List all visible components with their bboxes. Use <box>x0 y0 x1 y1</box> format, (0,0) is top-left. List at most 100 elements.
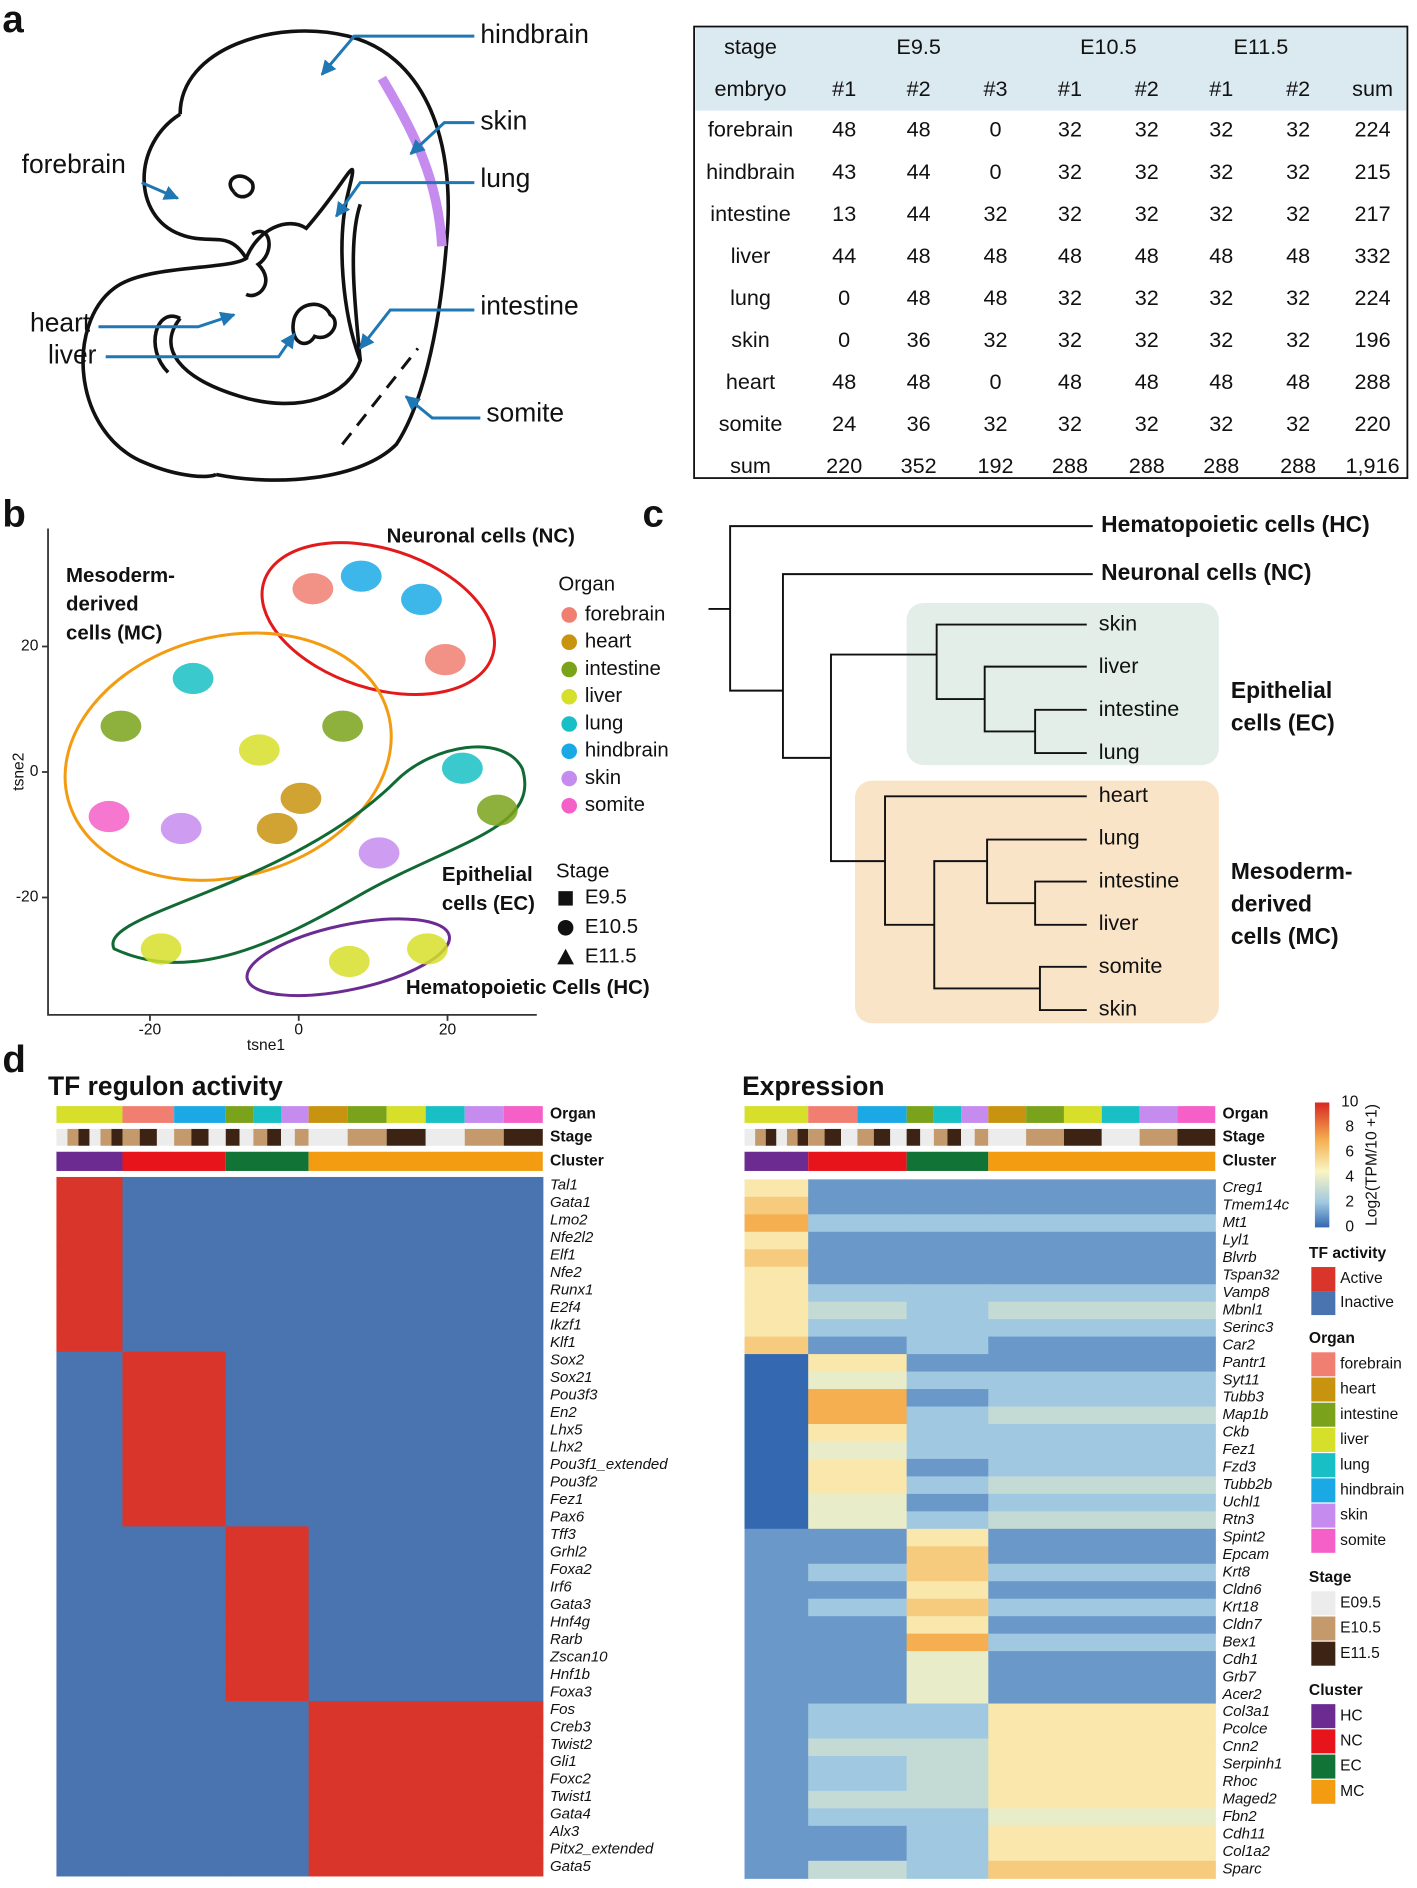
table-header: E10.5 <box>1080 34 1136 59</box>
tree-branch <box>983 665 1087 733</box>
cluster-blob <box>441 752 483 784</box>
heatmap-cell <box>56 1229 124 1248</box>
gene-label: Hnf1b <box>550 1666 590 1683</box>
gene-label: Pcolce <box>1222 1721 1267 1738</box>
group-label: cells (MC) <box>66 623 162 645</box>
heatmap-cell <box>906 1843 989 1862</box>
heatmap-cell <box>906 1598 989 1617</box>
organ-track <box>503 1106 543 1123</box>
heatmap-cell <box>988 1389 1216 1408</box>
heatmap-cell <box>906 1563 989 1582</box>
gene-label: Lhx2 <box>550 1439 583 1456</box>
stage-track <box>961 1128 975 1146</box>
cluster-blob <box>172 662 214 695</box>
track-label: Cluster <box>1222 1152 1276 1169</box>
heatmap-cell <box>122 1194 227 1213</box>
heatmap-cell <box>808 1703 908 1722</box>
legend-label: E10.5 <box>1340 1620 1381 1637</box>
organ-track <box>857 1106 907 1123</box>
heatmap-cell <box>744 1563 809 1582</box>
heatmap-cell <box>744 1266 809 1285</box>
table-cell: 36 <box>907 411 931 436</box>
gene-label: Tspan32 <box>1222 1266 1280 1283</box>
heatmap-cell <box>225 1473 310 1493</box>
heatmap-cell <box>56 1176 124 1196</box>
heatmap-cell <box>988 1249 1216 1268</box>
legend-label: heart <box>1340 1381 1376 1398</box>
heatmap-cell <box>808 1266 908 1285</box>
gene-label: Pou3f3 <box>550 1386 598 1403</box>
tree-branch <box>830 653 937 863</box>
gene-label: Sparc <box>1222 1860 1262 1877</box>
heatmap-cell <box>56 1788 124 1807</box>
heatmap-cell <box>122 1334 227 1353</box>
legend-label: EC <box>1340 1758 1362 1775</box>
stage-track <box>174 1128 192 1146</box>
table-cell: 48 <box>1209 369 1233 394</box>
heatmap-cell <box>906 1703 989 1722</box>
legend-swatch <box>561 797 578 814</box>
stage-track <box>947 1128 962 1146</box>
gene-label: Elf1 <box>550 1247 576 1264</box>
organ-track <box>1063 1106 1102 1123</box>
heatmap-cell <box>906 1476 989 1495</box>
table-cell: 24 <box>832 411 856 436</box>
table-cell: 36 <box>907 327 931 352</box>
table-header: #2 <box>907 76 931 101</box>
arrow <box>320 34 475 76</box>
cluster-blob <box>407 933 448 965</box>
heatmap-cell <box>56 1753 124 1772</box>
heatmap-cell <box>906 1406 989 1425</box>
gene-label: Krt18 <box>1222 1598 1259 1615</box>
heatmap-cell <box>56 1439 124 1458</box>
leaf-label: liver <box>1099 910 1139 935</box>
gene-label: Uchl1 <box>1222 1494 1260 1511</box>
stage-track <box>191 1128 209 1146</box>
gene-label: Pou3f1_extended <box>550 1456 668 1473</box>
heatmap-cell <box>122 1823 227 1842</box>
gene-label: Tubb2b <box>1222 1476 1272 1493</box>
heatmap-cell <box>988 1860 1216 1879</box>
legend-swatch <box>1311 1779 1336 1804</box>
gene-label: Ikzf1 <box>550 1316 582 1333</box>
gene-label: Col1a2 <box>1222 1843 1270 1860</box>
heatmap-cell <box>988 1511 1216 1530</box>
legend-swatch <box>1311 1377 1336 1402</box>
legend-swatch <box>561 743 578 760</box>
legend-label: somite <box>585 794 645 816</box>
heatmap-cell <box>988 1354 1216 1373</box>
heatmap-cell <box>808 1808 908 1827</box>
heatmap-cell <box>744 1860 809 1879</box>
heatmap-cell <box>225 1439 310 1458</box>
leaf-label: Neuronal cells (NC) <box>1101 559 1311 585</box>
heatmap-title: TF regulon activity <box>48 1071 283 1101</box>
heatmap-cell <box>308 1281 544 1300</box>
legend-label: lung <box>585 712 624 734</box>
heatmap-cell <box>56 1718 124 1737</box>
heatmap-cell <box>744 1755 809 1775</box>
stage-track <box>122 1128 140 1146</box>
heatmap-cell <box>225 1631 310 1650</box>
gene-label: Sox21 <box>550 1369 593 1386</box>
heatmap-cell <box>744 1686 809 1705</box>
heatmap-cell <box>906 1249 989 1268</box>
heatmap-cell <box>808 1406 908 1425</box>
heatmap-cell <box>906 1493 989 1512</box>
heatmap-cell <box>308 1858 544 1877</box>
organ-label: forebrain <box>22 149 126 179</box>
gene-label: Cdh1 <box>1222 1651 1258 1668</box>
table-header: #1 <box>832 76 856 101</box>
table-cell: 48 <box>832 369 856 394</box>
legend-title: TF activity <box>1309 1245 1387 1262</box>
group-outline <box>63 631 393 882</box>
heatmap-cell <box>988 1231 1216 1250</box>
organ-track <box>1101 1106 1140 1123</box>
table-cell: 32 <box>983 201 1007 226</box>
cluster-blob <box>476 794 518 826</box>
heatmap-cell <box>122 1386 227 1405</box>
table-cell: 32 <box>1058 117 1082 142</box>
legend-swatch <box>1311 1478 1336 1503</box>
stage-track <box>776 1128 787 1146</box>
